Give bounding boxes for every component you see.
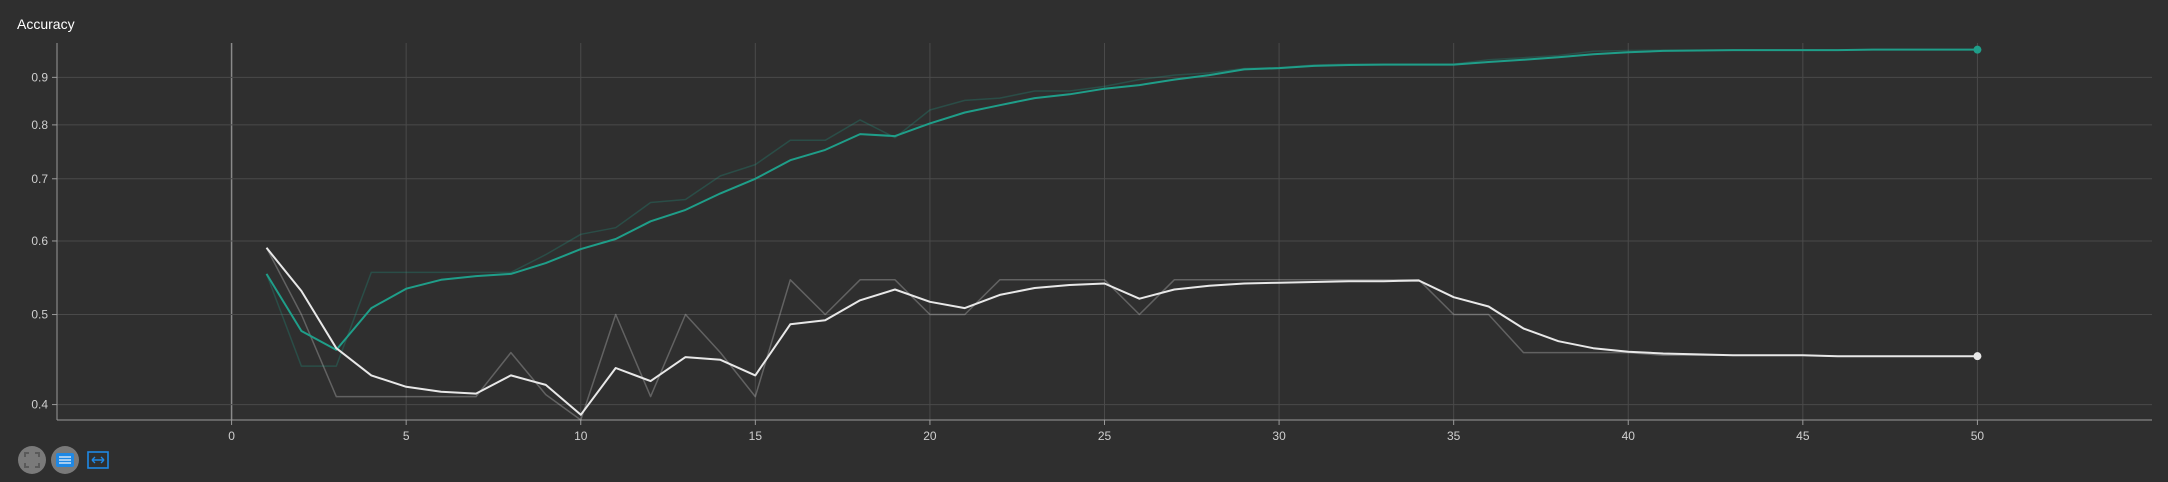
chart-toolbar bbox=[18, 446, 112, 474]
toggle-lines-button[interactable] bbox=[51, 446, 79, 474]
y-tick-label: 0.7 bbox=[31, 172, 48, 186]
x-tick-label: 35 bbox=[1447, 429, 1461, 443]
x-tick-label: 15 bbox=[749, 429, 763, 443]
expand-icon bbox=[87, 451, 109, 469]
x-tick-label: 0 bbox=[228, 429, 235, 443]
series-end-point bbox=[1973, 45, 1982, 54]
series-end-point bbox=[1973, 352, 1982, 361]
x-tick-label: 20 bbox=[923, 429, 937, 443]
y-tick-label: 0.8 bbox=[31, 118, 48, 132]
y-tick-label: 0.6 bbox=[31, 234, 48, 248]
x-tick-label: 40 bbox=[1622, 429, 1636, 443]
x-tick-label: 45 bbox=[1796, 429, 1810, 443]
y-tick-label: 0.9 bbox=[31, 70, 48, 84]
series-line-smoothed bbox=[265, 48, 1978, 351]
x-tick-label: 5 bbox=[403, 429, 410, 443]
x-tick-label: 25 bbox=[1098, 429, 1112, 443]
series-line-raw bbox=[265, 48, 1978, 367]
y-tick-label: 0.5 bbox=[31, 308, 48, 322]
series-line-raw bbox=[265, 247, 1978, 421]
chart-title: Accuracy bbox=[17, 16, 75, 32]
y-tick-label: 0.4 bbox=[31, 398, 48, 412]
series-line-smoothed bbox=[265, 247, 1978, 416]
lines-menu-icon bbox=[56, 453, 74, 467]
x-tick-label: 10 bbox=[574, 429, 588, 443]
expand-button[interactable] bbox=[84, 446, 112, 474]
x-tick-label: 30 bbox=[1272, 429, 1286, 443]
fit-domain-button[interactable] bbox=[18, 446, 46, 474]
x-tick-label: 50 bbox=[1971, 429, 1985, 443]
fit-domain-icon bbox=[24, 452, 40, 468]
